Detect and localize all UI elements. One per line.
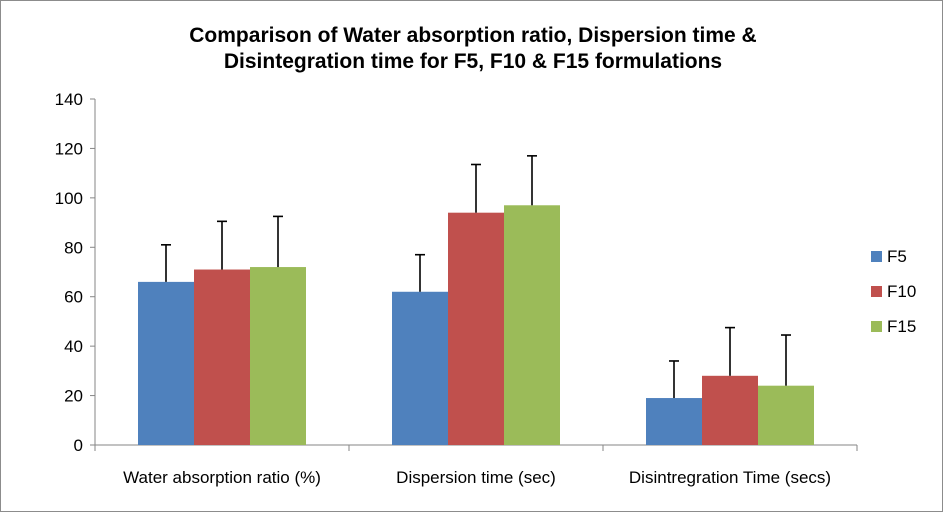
y-tick-label: 40 [64, 337, 83, 356]
legend: F5 F10 F15 [871, 247, 916, 336]
legend-swatch-f10 [871, 286, 882, 297]
bar-f10-0 [194, 269, 250, 445]
legend-swatch-f5 [871, 251, 882, 262]
x-category-label: Dispersion time (sec) [396, 468, 556, 487]
bar-f5-2 [646, 398, 702, 445]
x-category-label: Water absorption ratio (%) [123, 468, 321, 487]
plot-area: 0 20 40 60 80 100 120 140 Water absorption ratio… [55, 90, 858, 487]
x-category-label: Disintregration Time (secs) [629, 468, 831, 487]
legend-label-f15: F15 [887, 317, 916, 336]
bar-f5-0 [138, 281, 194, 445]
legend-swatch-f15 [871, 321, 882, 332]
y-tick-label: 80 [64, 238, 83, 257]
bar-f15-2 [758, 385, 814, 445]
chart-title-line-1: Comparison of Water absorption ratio, Di… [189, 24, 756, 47]
y-tick-label: 20 [64, 387, 83, 406]
bar-f10-2 [702, 375, 758, 445]
bar-f15-1 [504, 205, 560, 445]
legend-label-f10: F10 [887, 282, 916, 301]
chart-title-line-2: Disintegration time for F5, F10 & F15 fo… [224, 50, 722, 73]
y-tick-label: 140 [55, 90, 83, 109]
y-tick-label: 120 [55, 139, 83, 158]
bar-f15-0 [250, 267, 306, 445]
bar-f5-1 [392, 291, 448, 445]
legend-label-f5: F5 [887, 247, 907, 266]
y-tick-label: 100 [55, 189, 83, 208]
y-tick-label: 60 [64, 288, 83, 307]
bar-f10-1 [448, 212, 504, 445]
y-tick-label: 0 [74, 436, 83, 455]
